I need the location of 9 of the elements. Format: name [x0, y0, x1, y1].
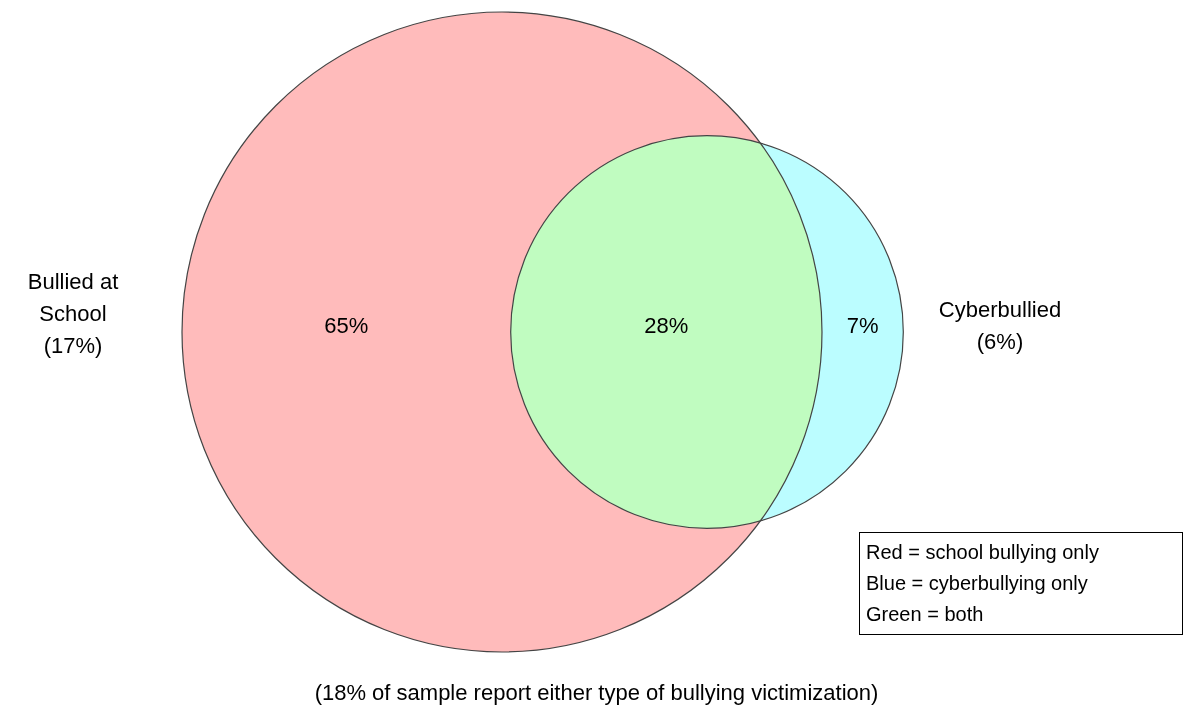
text: Red = school bullying only [866, 540, 1100, 565]
data-label: 65% [324, 313, 369, 339]
data-label: 7% [846, 313, 879, 339]
text: Green = both [866, 602, 985, 627]
text: (18% of sample report either type of bullying victimization) [313, 679, 880, 707]
text: Blue = cyberbullying only [866, 571, 1089, 596]
text: Cyberbullied (6%) [937, 296, 1063, 356]
data-label: 28% [644, 313, 689, 339]
text: Bullied at School (17%) [26, 268, 120, 360]
